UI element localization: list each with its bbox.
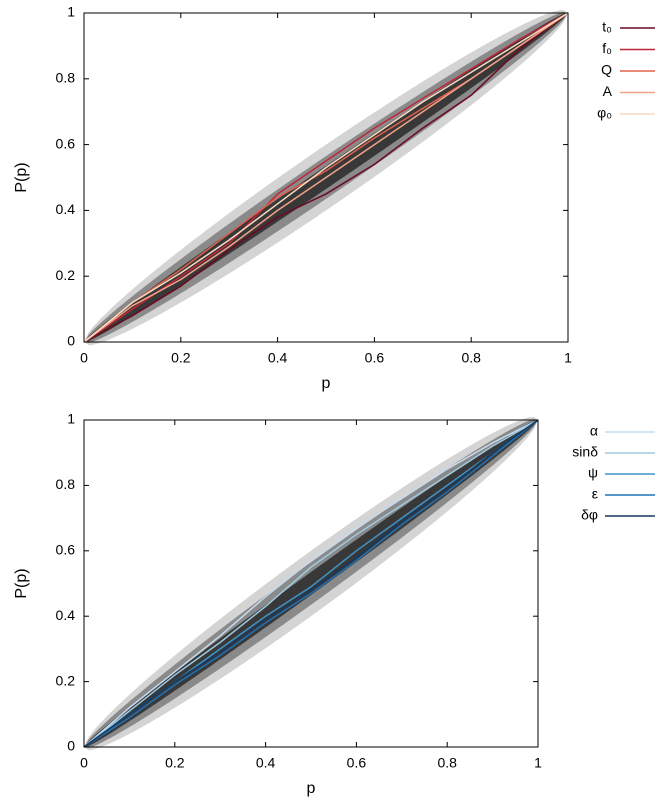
x-tick-label: 0.8	[461, 350, 481, 366]
y-tick-label: 0.8	[56, 70, 76, 86]
legend-label: sinδ	[572, 444, 598, 460]
x-axis-label: p	[307, 780, 316, 797]
x-tick-label: 0.6	[365, 350, 385, 366]
x-tick-label: 1	[534, 755, 542, 771]
x-axis-label: p	[322, 375, 331, 392]
x-tick-label: 1	[564, 350, 572, 366]
legend-label: α	[590, 423, 598, 439]
legend-label: δφ	[581, 507, 598, 523]
x-tick-label: 0.6	[347, 755, 367, 771]
y-axis-label: P(p)	[13, 568, 30, 598]
legend-label: A	[603, 83, 613, 99]
data-line	[83, 12, 569, 343]
y-tick-label: 0	[67, 333, 75, 349]
data-line	[83, 419, 539, 748]
x-tick-label: 0.8	[437, 755, 457, 771]
x-tick-label: 0.2	[171, 350, 191, 366]
legend-label: ψ	[588, 465, 598, 481]
plot-frame	[83, 12, 569, 343]
legend-label: f₀	[602, 40, 612, 56]
x-tick-label: 0	[80, 755, 88, 771]
legend-label: ε	[592, 486, 598, 502]
y-tick-label: 0.4	[56, 607, 76, 623]
y-tick-label: 0.8	[56, 476, 76, 492]
legend-label: t₀	[602, 19, 612, 35]
x-tick-label: 0.2	[165, 755, 185, 771]
x-tick-label: 0	[80, 350, 88, 366]
y-tick-label: 0	[67, 738, 75, 754]
x-tick-label: 0.4	[268, 350, 288, 366]
data-line	[83, 12, 569, 343]
y-tick-label: 0.4	[56, 201, 76, 217]
legend-label: Q	[601, 62, 612, 78]
x-tick-label: 0.4	[256, 755, 276, 771]
y-tick-label: 0.6	[56, 542, 76, 558]
legend-label: φ₀	[597, 105, 612, 121]
y-tick-label: 0.2	[56, 267, 76, 283]
plot-frame	[83, 419, 539, 748]
data-line	[83, 419, 539, 748]
y-tick-label: 0.6	[56, 135, 76, 151]
y-axis-label: P(p)	[13, 162, 30, 192]
data-line	[83, 419, 539, 748]
y-tick-label: 1	[67, 411, 75, 427]
data-line	[83, 419, 539, 748]
data-line	[83, 12, 569, 343]
data-line	[83, 12, 569, 343]
y-tick-label: 0.2	[56, 672, 76, 688]
y-tick-label: 1	[67, 4, 75, 20]
